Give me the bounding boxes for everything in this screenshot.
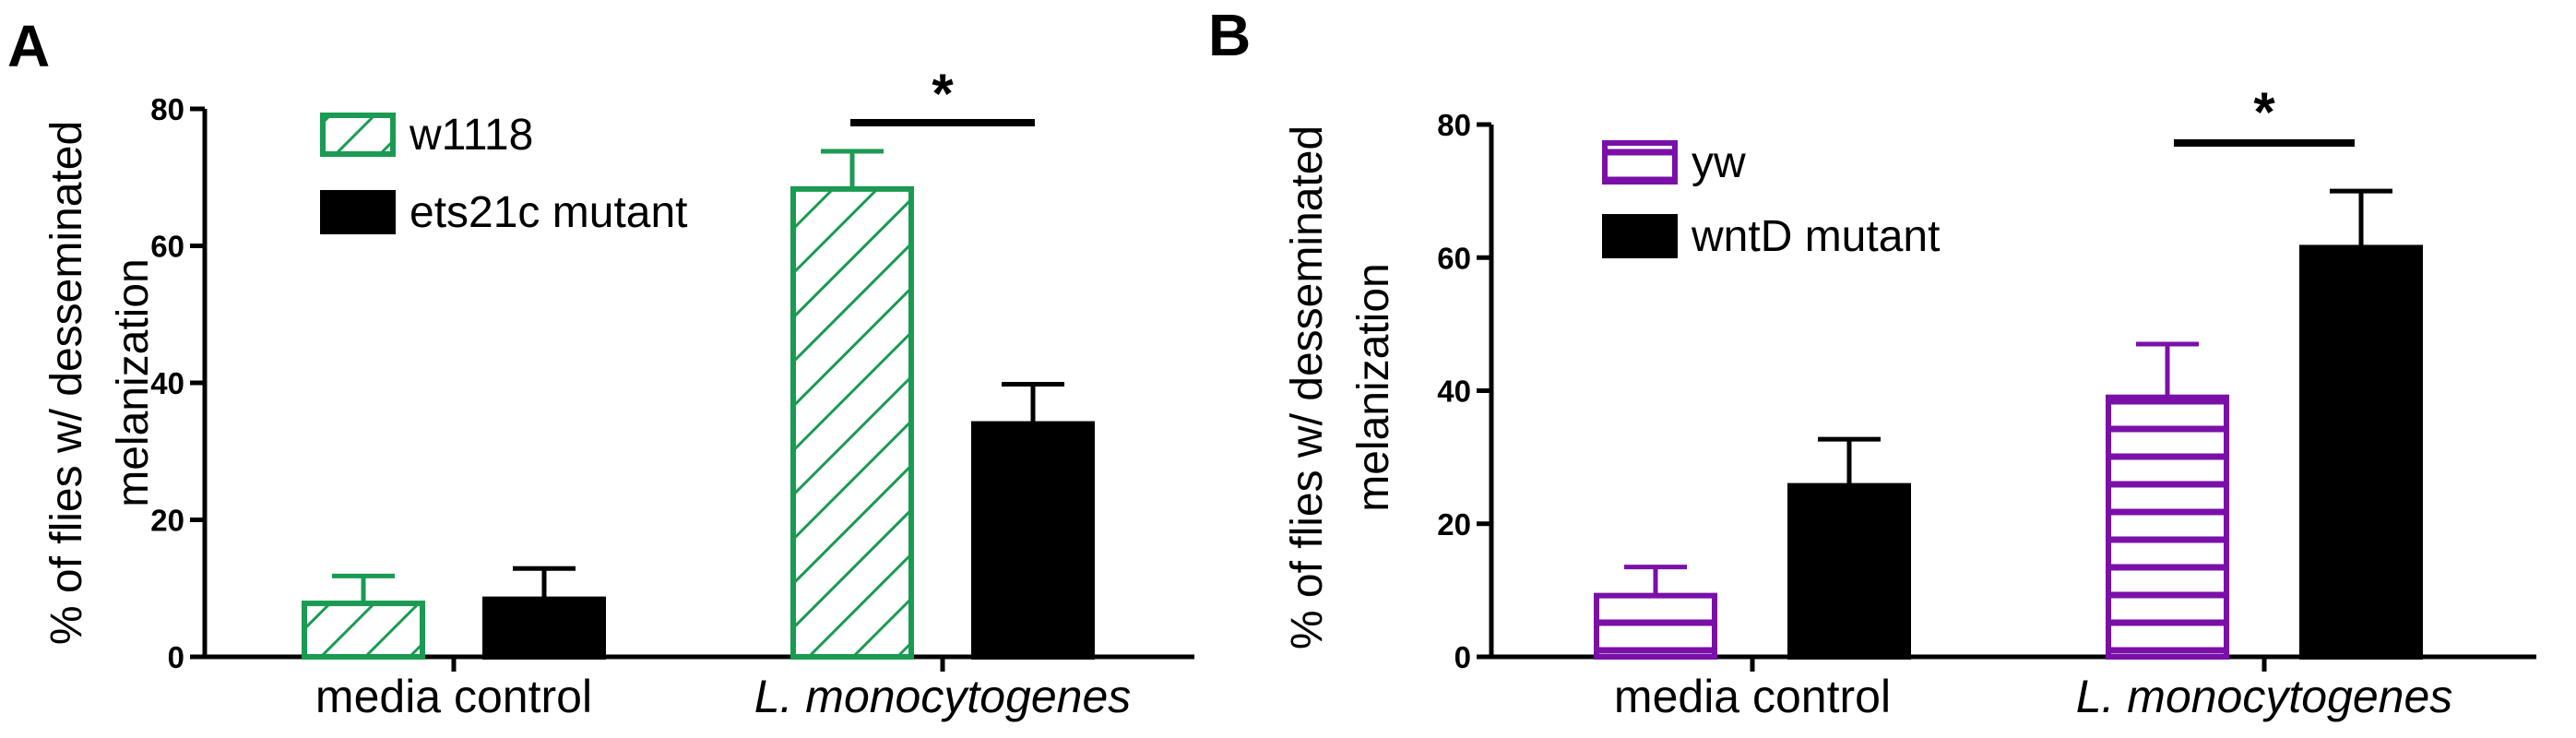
- y-tick-label: 20: [150, 504, 184, 538]
- y-axis-title: % of flies w/ desseminated: [42, 121, 91, 645]
- chart-panel-b: B % of flies w/ desseminated melanization 0…: [1208, 2, 2536, 722]
- bar: [1594, 592, 1717, 661]
- y-tick-label: 40: [150, 366, 184, 400]
- x-tick-label: media control: [315, 671, 592, 722]
- y-tick-label: 40: [1437, 375, 1471, 409]
- legend-swatch: [1602, 140, 1678, 184]
- y-axis-title: melanization: [109, 258, 158, 506]
- panel-label: B: [1208, 2, 1251, 68]
- bar: [971, 421, 1095, 660]
- x-tick-label: media control: [1614, 671, 1891, 722]
- legend-label: wntD mutant: [1691, 212, 1940, 261]
- y-tick-label: 20: [1437, 507, 1471, 542]
- y-tick-label: 0: [1454, 640, 1471, 674]
- significance-star: *: [932, 63, 954, 125]
- bar: [2106, 394, 2229, 660]
- legend-swatch: [320, 190, 396, 234]
- y-tick-label: 0: [168, 640, 184, 674]
- legend-label: ets21c mutant: [410, 188, 688, 237]
- x-tick-label: L. monocytogenes: [754, 671, 1132, 722]
- x-tick-label: L. monocytogenes: [2076, 671, 2453, 722]
- bar: [790, 185, 914, 660]
- y-tick-label: 80: [1437, 108, 1471, 142]
- panel-label: A: [7, 13, 50, 79]
- bar: [302, 601, 425, 661]
- significance-star: *: [2253, 81, 2275, 143]
- y-tick-label: 60: [1437, 241, 1471, 275]
- bar: [482, 596, 606, 661]
- bar: [1787, 482, 1911, 660]
- y-tick-label: 80: [150, 92, 184, 126]
- y-tick-label: 60: [150, 230, 184, 264]
- legend-swatch: [320, 113, 396, 157]
- legend-swatch: [1602, 214, 1678, 258]
- y-axis-title: % of flies w/ desseminated: [1283, 125, 1332, 649]
- legend-label: w1118: [409, 111, 533, 160]
- chart-panel-a: A % of flies w/ desseminated melanization 0…: [7, 13, 1194, 722]
- legend-label: yw: [1692, 138, 1746, 187]
- y-axis-title: melanization: [1349, 263, 1398, 511]
- bar: [2299, 244, 2423, 660]
